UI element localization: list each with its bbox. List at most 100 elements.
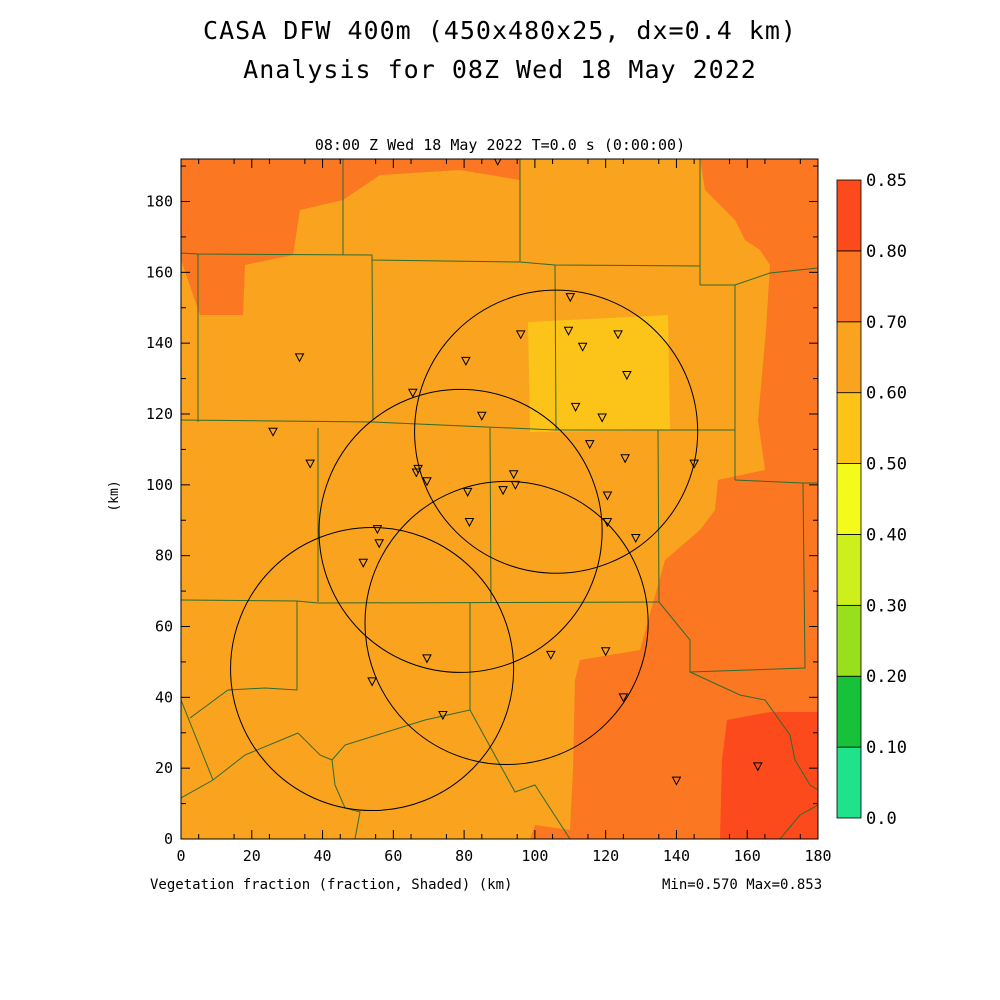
colorbar-swatch [836, 746, 862, 819]
station-marker [508, 470, 519, 480]
station-marker [268, 427, 278, 437]
chart-subtitle-analysis: Analysis for 08Z Wed 18 May 2022 [243, 55, 757, 84]
field-ne-high [700, 159, 818, 300]
station-marker [372, 525, 383, 535]
vegetation-field [181, 159, 818, 839]
radar-range-rings [230, 289, 699, 812]
station-marker [584, 440, 595, 450]
station-marker [602, 491, 613, 501]
colorbar-swatch [836, 675, 862, 748]
station-marker [630, 533, 641, 544]
colorbar-label: 0.10 [866, 738, 907, 758]
station-markers [268, 159, 763, 786]
colorbar-swatch [836, 534, 862, 606]
y-axis-label: (km) [107, 480, 122, 511]
colorbar-swatch [836, 179, 862, 252]
y-tick-label: 140 [146, 334, 173, 352]
y-axis: 0 20 40 60 80 100 120 140 160 180 [146, 165, 818, 848]
station-marker [545, 650, 556, 660]
station-marker [689, 459, 699, 469]
x-tick-label: 140 [663, 847, 690, 865]
x-tick-label: 80 [455, 847, 473, 865]
field-se-max [720, 712, 818, 839]
county-line [371, 254, 374, 421]
station-marker [464, 518, 475, 528]
station-marker [577, 342, 588, 352]
station-marker [367, 677, 377, 687]
colorbar-label: 0.85 [866, 171, 907, 191]
x-tick-label: 160 [734, 847, 761, 865]
station-marker [462, 487, 473, 497]
county-boundaries [181, 159, 818, 839]
county-line [554, 264, 557, 431]
station-marker [620, 454, 630, 464]
y-tick-label: 180 [146, 193, 173, 211]
station-marker [510, 480, 521, 490]
colorbar: 0.0 0.10 0.20 0.30 0.40 0.50 0.60 0.70 0.80 0.85 [836, 171, 907, 829]
chart-title: CASA DFW 400m (450x480x25, dx=0.4 km) [203, 16, 797, 45]
county-line [181, 419, 735, 431]
radar-range-ring [230, 526, 515, 812]
county-line [700, 267, 818, 286]
station-marker [570, 402, 581, 412]
field-center-low [528, 315, 670, 432]
x-tick-label: 60 [384, 847, 402, 865]
station-marker [438, 711, 448, 721]
county-line [779, 804, 818, 839]
x-axis: 0 20 40 60 80 100 120 140 160 180 [176, 159, 832, 865]
colorbar-label: 0.80 [866, 242, 907, 262]
station-marker [602, 518, 613, 528]
station-marker [565, 293, 576, 303]
y-tick-label: 160 [146, 263, 173, 281]
county-line [181, 599, 660, 604]
station-marker [494, 159, 502, 166]
station-marker [618, 693, 629, 703]
county-line [189, 601, 298, 719]
variable-label: Vegetation fraction (fraction, Shaded) (… [150, 877, 513, 893]
station-marker [411, 468, 422, 478]
colorbar-label: 0.70 [866, 313, 907, 333]
station-marker [498, 486, 508, 496]
y-tick-label: 20 [155, 759, 173, 777]
x-tick-label: 40 [314, 847, 332, 865]
x-tick-label: 100 [521, 847, 548, 865]
y-tick-label: 100 [146, 476, 173, 494]
county-line [181, 732, 299, 799]
radar-range-ring [318, 388, 603, 673]
radar-range-ring [364, 480, 649, 766]
colorbar-swatch [836, 392, 862, 464]
station-marker [422, 654, 432, 664]
colorbar-label: 0.30 [866, 596, 907, 616]
field-nw-high [181, 159, 520, 315]
x-tick-label: 20 [243, 847, 261, 865]
field-ne-pocket [560, 165, 720, 280]
county-line [657, 429, 660, 603]
station-marker [407, 388, 418, 398]
station-marker [461, 356, 471, 366]
min-max-label: Min=0.570 Max=0.853 [662, 877, 823, 893]
colorbar-label: 0.20 [866, 667, 907, 687]
station-marker [671, 776, 682, 786]
plot-frame [180, 158, 819, 840]
station-marker [613, 330, 623, 340]
colorbar-swatch [836, 604, 862, 677]
station-marker [476, 411, 487, 421]
x-tick-label: 180 [804, 847, 831, 865]
colorbar-swatch [836, 321, 862, 394]
y-tick-label: 60 [155, 618, 173, 636]
y-tick-label: 0 [164, 830, 173, 848]
station-marker [305, 459, 316, 469]
station-marker [358, 558, 369, 568]
colorbar-label: 0.50 [866, 455, 907, 475]
field-east-high [530, 265, 818, 839]
station-marker [422, 477, 432, 487]
y-tick-label: 40 [155, 688, 173, 706]
station-marker [515, 330, 526, 340]
colorbar-label: 0.40 [866, 525, 907, 545]
radar-range-ring [414, 289, 699, 574]
county-line [689, 671, 818, 791]
station-marker [597, 413, 607, 423]
valid-time-label: 08:00 Z Wed 18 May 2022 T=0.0 s (0:00:00… [314, 136, 686, 154]
station-marker [622, 371, 632, 381]
